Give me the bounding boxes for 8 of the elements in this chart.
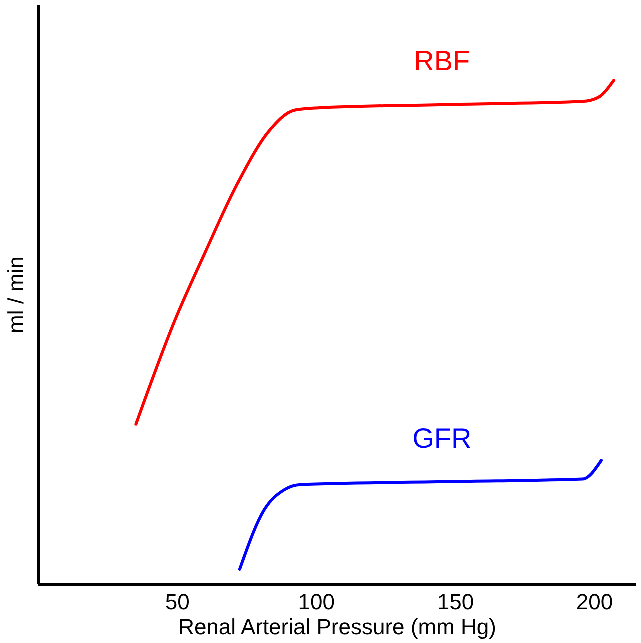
x-tick-label: 200 bbox=[576, 590, 614, 614]
x-axis-title: Renal Arterial Pressure (mm Hg) bbox=[178, 614, 496, 640]
x-tick-label: 100 bbox=[298, 590, 335, 614]
y-axis-title: ml / min bbox=[4, 256, 28, 334]
series-label: RBF bbox=[414, 46, 470, 77]
x-tick-label: 50 bbox=[165, 590, 190, 614]
x-tick-label: 150 bbox=[437, 590, 474, 614]
series-label: GFR bbox=[412, 422, 472, 454]
